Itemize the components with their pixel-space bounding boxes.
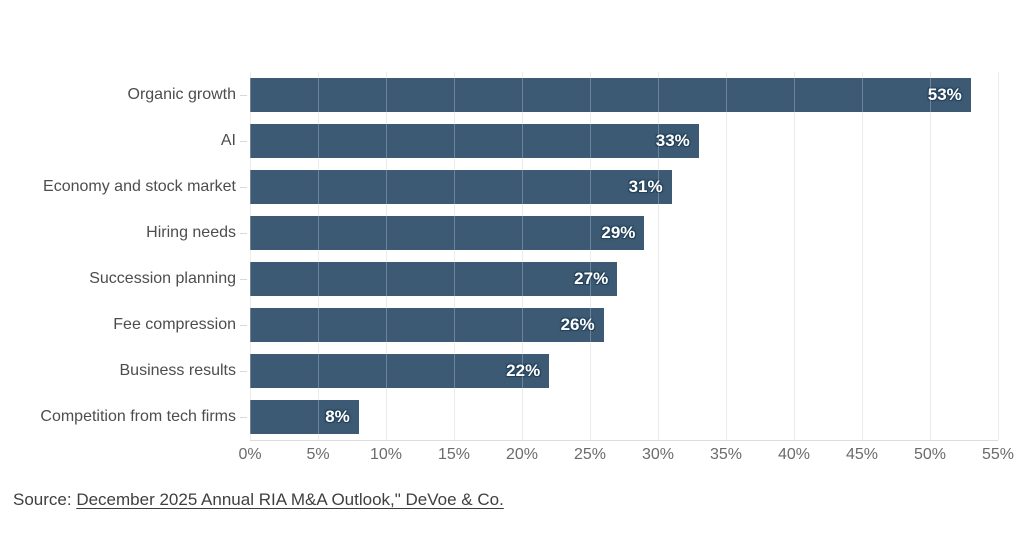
x-tick-label: 55% — [981, 446, 1015, 463]
category-label: Organic growth — [127, 86, 237, 103]
gridline — [454, 72, 455, 440]
gridline — [930, 72, 931, 440]
x-tick-label: 20% — [505, 446, 539, 463]
gridline — [386, 72, 387, 440]
bar-value-label: 27% — [574, 269, 609, 288]
category-label: Business results — [119, 362, 237, 379]
x-tick-label: 25% — [573, 446, 607, 463]
y-tick-dash — [240, 325, 247, 326]
bar-value-label: 53% — [927, 85, 962, 104]
gridline — [658, 72, 659, 440]
category-label: Fee compression — [113, 316, 236, 333]
gridline — [726, 72, 727, 440]
source-link[interactable]: December 2025 Annual RIA M&A Outlook," D… — [76, 490, 504, 509]
source-line: Source: December 2025 Annual RIA M&A Out… — [13, 490, 504, 510]
plot-area: 53% 33% 31% 29% 27% 26% 22% 8% — [250, 72, 999, 440]
bar: 8% — [250, 400, 359, 434]
gridline — [250, 72, 251, 440]
y-tick-dash — [240, 417, 247, 418]
y-tick-dash — [240, 233, 247, 234]
category-label: Hiring needs — [146, 224, 236, 241]
gridline — [862, 72, 863, 440]
x-axis-tick-labels: 0% 5% 10% 15% 20% 25% 30% 35% 40% 45% 50% 55% — [238, 446, 1014, 470]
x-tick-label: 35% — [709, 446, 743, 463]
bar-value-label: 22% — [506, 361, 541, 380]
x-axis-baseline — [250, 440, 998, 441]
bar-value-label: 29% — [601, 223, 636, 242]
x-tick-label: 45% — [845, 446, 879, 463]
y-tick-dash — [240, 371, 247, 372]
gridline — [318, 72, 319, 440]
gridline — [522, 72, 523, 440]
x-tick-label: 15% — [437, 446, 471, 463]
category-label: Competition from tech firms — [40, 408, 236, 425]
bar: 53% — [250, 78, 971, 112]
x-tick-label: 10% — [369, 446, 403, 463]
x-tick-label: 30% — [641, 446, 675, 463]
bar: 22% — [250, 354, 550, 388]
bar: 33% — [250, 124, 699, 158]
gridline — [590, 72, 591, 440]
bar: 26% — [250, 308, 604, 342]
category-label: Economy and stock market — [43, 178, 236, 195]
x-tick-label: 5% — [306, 446, 330, 463]
bar: 31% — [250, 170, 672, 204]
x-tick-label: 0% — [238, 446, 262, 463]
y-tick-dash — [240, 141, 247, 142]
y-tick-dash — [240, 95, 247, 96]
bar-value-label: 8% — [325, 407, 350, 426]
gridline — [998, 72, 999, 440]
x-tick-label: 40% — [777, 446, 811, 463]
bar: 27% — [250, 262, 618, 296]
category-label: AI — [220, 132, 236, 149]
bar-value-label: 31% — [628, 177, 663, 196]
y-tick-dash — [240, 279, 247, 280]
x-tick-label: 50% — [913, 446, 947, 463]
category-label: Succession planning — [89, 270, 236, 287]
y-tick-dash — [240, 187, 247, 188]
bar: 29% — [250, 216, 645, 250]
gridline — [794, 72, 795, 440]
source-prefix: Source: — [13, 490, 77, 509]
bar-value-label: 33% — [655, 131, 690, 150]
bar-value-label: 26% — [560, 315, 595, 334]
